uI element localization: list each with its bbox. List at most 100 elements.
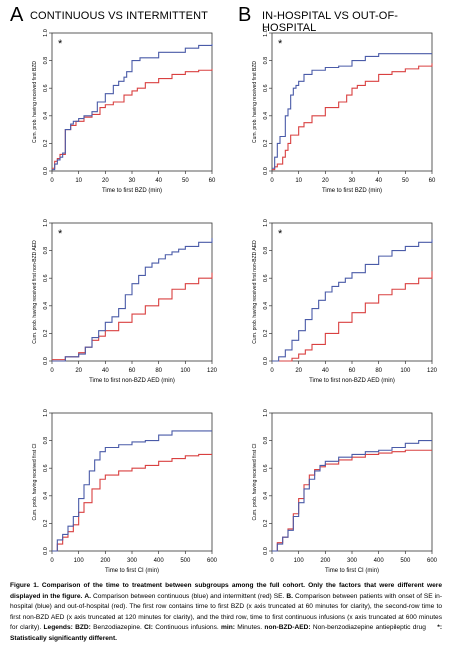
chart-b-row2: 0 20 40 60 80 100 120 0.0 0.2 0.4 0.6 0.8 1.0 Time to… bbox=[252, 219, 438, 384]
caption-b-text: Comparison between patients with onset o… bbox=[10, 592, 443, 632]
caption-a-label: A. bbox=[84, 592, 91, 600]
column-title-a: CONTINUOUS VS INTERMITTENT bbox=[30, 10, 208, 22]
x-tick-label: 0 bbox=[270, 178, 274, 184]
y-tick-label: 0.6 bbox=[43, 464, 49, 472]
x-tick-label: 10 bbox=[295, 178, 302, 184]
y-tick-label: 0.4 bbox=[43, 492, 49, 500]
y-axis-label: Cum. prob. having received first CI bbox=[32, 444, 38, 521]
y-tick-label: 1.0 bbox=[263, 409, 269, 417]
x-tick-label: 200 bbox=[100, 558, 111, 564]
caption-bzd-label: BZD: bbox=[75, 624, 91, 632]
y-tick-label: 0.8 bbox=[263, 247, 269, 255]
x-tick-label: 20 bbox=[102, 178, 109, 184]
figure-caption: Figure 1. Comparison of the time to trea… bbox=[10, 581, 442, 645]
x-tick-label: 0 bbox=[270, 368, 274, 374]
caption-b-label: B. bbox=[286, 592, 293, 600]
y-tick-label: 0.0 bbox=[43, 547, 49, 555]
chart-a-row1: 0 10 20 30 40 50 60 0.0 0.2 0.4 0.6 0.8 1.0 Time to f… bbox=[32, 29, 216, 194]
series-line-blue bbox=[52, 44, 213, 171]
x-tick-label: 40 bbox=[375, 178, 382, 184]
x-tick-label: 50 bbox=[182, 178, 189, 184]
x-tick-label: 400 bbox=[154, 558, 165, 564]
significance-star: * bbox=[278, 228, 283, 240]
series-line-blue bbox=[52, 238, 213, 362]
x-axis-label: Time to first CI (min) bbox=[325, 568, 379, 574]
significance-star: * bbox=[58, 228, 63, 240]
caption-a-text: Comparison between continuous (blue) and… bbox=[92, 592, 285, 600]
x-tick-label: 600 bbox=[427, 558, 438, 564]
x-axis-label: Time to first CI (min) bbox=[105, 568, 159, 574]
y-tick-label: 0.0 bbox=[43, 357, 49, 365]
y-tick-label: 0.2 bbox=[43, 330, 49, 338]
x-axis-label: Time to first non-BZD AED (min) bbox=[309, 378, 395, 384]
y-tick-label: 0.8 bbox=[43, 247, 49, 255]
y-tick-label: 0.8 bbox=[43, 57, 49, 65]
x-tick-label: 100 bbox=[74, 558, 85, 564]
y-axis-label: Cum. prob. having received first CI bbox=[252, 444, 258, 521]
chart-b-row1: 0 10 20 30 40 50 60 0.0 0.2 0.4 0.6 0.8 1.0 Time to f… bbox=[252, 29, 436, 194]
x-tick-label: 0 bbox=[50, 368, 54, 374]
y-tick-label: 0.8 bbox=[263, 57, 269, 65]
y-axis-label: Cum. prob. having received first BZD bbox=[252, 61, 258, 143]
x-tick-label: 60 bbox=[129, 368, 136, 374]
panel-letter-b: B bbox=[238, 4, 252, 26]
y-tick-label: 0.0 bbox=[263, 167, 269, 175]
y-tick-label: 0.2 bbox=[263, 520, 269, 528]
x-tick-label: 400 bbox=[374, 558, 385, 564]
y-tick-label: 0.4 bbox=[43, 112, 49, 120]
series-line-red bbox=[272, 449, 432, 552]
series-line-blue bbox=[52, 430, 212, 552]
y-tick-label: 0.0 bbox=[263, 357, 269, 365]
y-tick-label: 0.4 bbox=[263, 302, 269, 310]
x-tick-label: 300 bbox=[127, 558, 138, 564]
x-tick-label: 80 bbox=[375, 368, 382, 374]
caption-bzd-text: Benzodiazepine. bbox=[93, 624, 142, 632]
caption-min-text: Minutes. bbox=[237, 624, 263, 632]
caption-legends-label: Legends: bbox=[43, 624, 73, 632]
x-axis-label: Time to first BZD (min) bbox=[322, 188, 382, 194]
series-line-red bbox=[52, 453, 212, 552]
x-tick-label: 40 bbox=[102, 368, 109, 374]
plot-frame bbox=[51, 32, 213, 172]
x-tick-label: 80 bbox=[155, 368, 162, 374]
plot-frame bbox=[51, 412, 213, 552]
y-tick-label: 0.6 bbox=[263, 84, 269, 92]
y-tick-label: 0.8 bbox=[263, 437, 269, 445]
x-tick-label: 500 bbox=[180, 558, 191, 564]
plot-frame bbox=[271, 412, 433, 552]
y-tick-label: 0.8 bbox=[43, 437, 49, 445]
y-axis-label: Cum. prob. having received first non-BZD… bbox=[252, 240, 258, 344]
y-tick-label: 0.2 bbox=[43, 140, 49, 148]
y-tick-label: 0.2 bbox=[263, 140, 269, 148]
y-tick-label: 0.0 bbox=[263, 547, 269, 555]
x-tick-label: 20 bbox=[295, 368, 302, 374]
x-axis-label: Time to first non-BZD AED (min) bbox=[89, 378, 175, 384]
panel-letter-a: A bbox=[10, 4, 24, 26]
y-axis-label: Cum. prob. having received first non-BZD… bbox=[32, 240, 38, 344]
y-tick-label: 1.0 bbox=[43, 29, 49, 37]
x-tick-label: 600 bbox=[207, 558, 218, 564]
x-tick-label: 10 bbox=[75, 178, 82, 184]
x-tick-label: 100 bbox=[400, 368, 411, 374]
caption-ci-label: CI: bbox=[144, 624, 153, 632]
series-line-red bbox=[272, 271, 433, 362]
series-line-blue bbox=[272, 440, 432, 552]
x-tick-label: 60 bbox=[209, 178, 216, 184]
y-tick-label: 1.0 bbox=[43, 219, 49, 227]
significance-star: * bbox=[58, 38, 63, 50]
x-tick-label: 50 bbox=[402, 178, 409, 184]
x-tick-label: 0 bbox=[50, 178, 54, 184]
x-tick-label: 100 bbox=[180, 368, 191, 374]
y-tick-label: 0.4 bbox=[43, 302, 49, 310]
y-tick-label: 0.2 bbox=[43, 520, 49, 528]
x-axis-label: Time to first BZD (min) bbox=[102, 188, 162, 194]
series-line-red bbox=[52, 68, 213, 169]
x-tick-label: 120 bbox=[207, 368, 218, 374]
x-tick-label: 40 bbox=[322, 368, 329, 374]
y-tick-label: 0.4 bbox=[263, 112, 269, 120]
y-axis-label: Cum. prob. having received first BZD bbox=[32, 61, 38, 143]
caption-ci-text: Continuous infusions. bbox=[155, 624, 219, 632]
chart-b-row3: 0 100 200 300 400 500 600 0.0 0.2 0.4 0.6 0.8 1.0 Tim… bbox=[252, 409, 438, 574]
x-tick-label: 20 bbox=[322, 178, 329, 184]
y-tick-label: 0.0 bbox=[43, 167, 49, 175]
